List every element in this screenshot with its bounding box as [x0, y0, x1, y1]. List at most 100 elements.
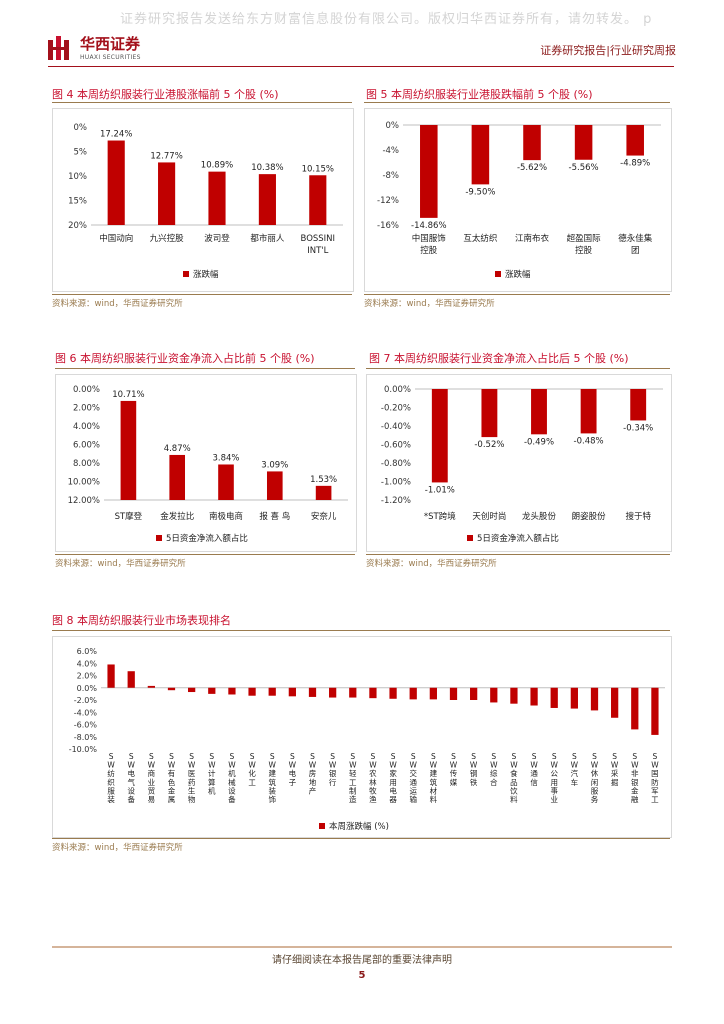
- category-label-char: 料: [430, 794, 438, 804]
- category-label-char: 渔: [369, 794, 377, 804]
- category-label-char: W: [530, 761, 538, 770]
- category-label-char: 工: [248, 778, 256, 787]
- bar: [420, 125, 438, 218]
- y-tick-label: -8%: [382, 171, 399, 181]
- category-label-char: 气: [127, 777, 135, 787]
- category-label: 互太纺织: [463, 233, 497, 244]
- category-label: 都市丽人: [250, 233, 285, 244]
- legend-label: 涨跌幅: [505, 269, 531, 280]
- category-label-char: 医: [188, 769, 196, 778]
- category-label-char: 钢: [470, 768, 478, 778]
- category-label-char: S: [512, 752, 517, 761]
- category-label: 朗姿股份: [572, 511, 607, 522]
- bar: [208, 687, 216, 694]
- category-label-char: W: [430, 761, 438, 770]
- category-label-char: W: [329, 761, 337, 770]
- category-label: 超盈国际: [567, 233, 602, 244]
- fig7-title-rule: [366, 368, 670, 369]
- category-label-char: 非: [631, 768, 639, 778]
- fig5-title: 图 5 本周纺织服装行业港股跌幅前 5 个股 (%): [366, 88, 593, 101]
- category-label-char: 闲: [591, 778, 599, 787]
- y-tick-label: -1.20%: [381, 496, 411, 506]
- fig4-source: 资料来源：wind，华西证券研究所: [52, 299, 183, 309]
- category-label-char: S: [572, 752, 577, 761]
- fig7-title: 图 7 本周纺织服装行业资金净流入占比后 5 个股 (%): [369, 352, 629, 365]
- bar: [409, 687, 417, 700]
- category-label-char: W: [369, 761, 377, 770]
- category-label-char: 轻: [349, 768, 357, 778]
- category-label-char: 备: [127, 794, 135, 804]
- bar: [580, 389, 597, 434]
- page-number: 5: [358, 970, 366, 981]
- category-label-char: 饮: [510, 785, 518, 795]
- bar: [630, 389, 647, 421]
- bar: [107, 140, 125, 225]
- bar: [218, 464, 234, 500]
- category-label-char: 银: [329, 769, 337, 778]
- bar: [626, 125, 644, 156]
- bar: [651, 687, 659, 735]
- data-label: 10.71%: [112, 390, 144, 400]
- category-label-char: 国: [651, 769, 659, 778]
- category-label-char: W: [450, 761, 458, 770]
- category-label-char: 汽: [571, 768, 579, 778]
- fig4-title: 图 4 本周纺织服装行业港股涨幅前 5 个股 (%): [52, 88, 279, 101]
- category-label-char: S: [149, 752, 154, 761]
- bar: [471, 125, 490, 185]
- category-label-char: W: [168, 761, 176, 770]
- huaxi-logo-icon: [48, 36, 69, 60]
- data-label: -4.89%: [620, 159, 650, 169]
- category-label: BOSSINI: [301, 234, 336, 244]
- bar: [169, 454, 186, 500]
- category-label-char: 传: [450, 768, 458, 778]
- category-label-char: 金: [631, 785, 639, 795]
- fig5-title-rule: [364, 102, 670, 103]
- bar: [349, 687, 357, 698]
- category-label-char: 防: [651, 777, 659, 787]
- y-tick-label: -4.0%: [74, 708, 98, 717]
- bar: [268, 687, 276, 696]
- category-label-char: 有: [168, 768, 176, 778]
- category-label-char: 子: [289, 778, 297, 787]
- data-label: -5.56%: [569, 163, 599, 173]
- fig4-chart: 0% 5% 10% 15% 20% 17.24% 中国动向 12.77% 九兴控股 10.89% 波…: [52, 108, 354, 292]
- category-label: 中国动向: [99, 233, 133, 244]
- bar: [523, 125, 541, 161]
- category-label-char: 筑: [430, 777, 438, 787]
- fig7-bottom-rule: [366, 554, 670, 555]
- category-label-char: S: [371, 752, 376, 761]
- category-label-char: W: [228, 761, 236, 770]
- data-label: 3.09%: [261, 460, 288, 470]
- category-label-char: W: [349, 761, 357, 770]
- category-label-char: 商: [148, 768, 156, 778]
- bar: [309, 175, 327, 225]
- category-label-char: 银: [631, 778, 639, 787]
- category-label: 报 喜 鸟: [259, 511, 290, 522]
- category-label: 控股: [575, 245, 593, 256]
- category-label: 搜于特: [625, 511, 651, 522]
- y-tick-label: 0%: [74, 123, 88, 133]
- fig8-title-rule: [52, 630, 670, 631]
- bar: [570, 687, 578, 709]
- fig6-title: 图 6 本周纺织服装行业资金净流入占比前 5 个股 (%): [55, 352, 315, 365]
- data-label: 10.89%: [201, 161, 233, 171]
- bar: [120, 400, 137, 500]
- category-label-char: 织: [107, 777, 115, 787]
- category-label-char: 运: [409, 786, 417, 795]
- category-label-char: 通: [530, 768, 538, 778]
- category-label-char: S: [310, 752, 315, 761]
- category-label-char: S: [189, 752, 194, 761]
- category-label-char: 林: [369, 777, 377, 787]
- bar: [449, 687, 458, 700]
- bar: [530, 687, 538, 706]
- fig8-chart: 6.0% 4.0% 2.0% 0.0% -2.0% -4.0% -6.0% -8.0% -10.…: [52, 636, 672, 838]
- category-label-char: 器: [389, 795, 397, 804]
- fig6-source: 资料来源：wind，华西证券研究所: [55, 559, 186, 569]
- legend-swatch: [183, 271, 189, 277]
- fig8-source: 资料来源：wind，华西证券研究所: [52, 843, 183, 853]
- category-label-char: 造: [349, 794, 357, 804]
- bar: [158, 162, 176, 225]
- category-label-char: 务: [591, 794, 599, 804]
- bar: [107, 664, 115, 688]
- category-label-char: W: [551, 761, 559, 770]
